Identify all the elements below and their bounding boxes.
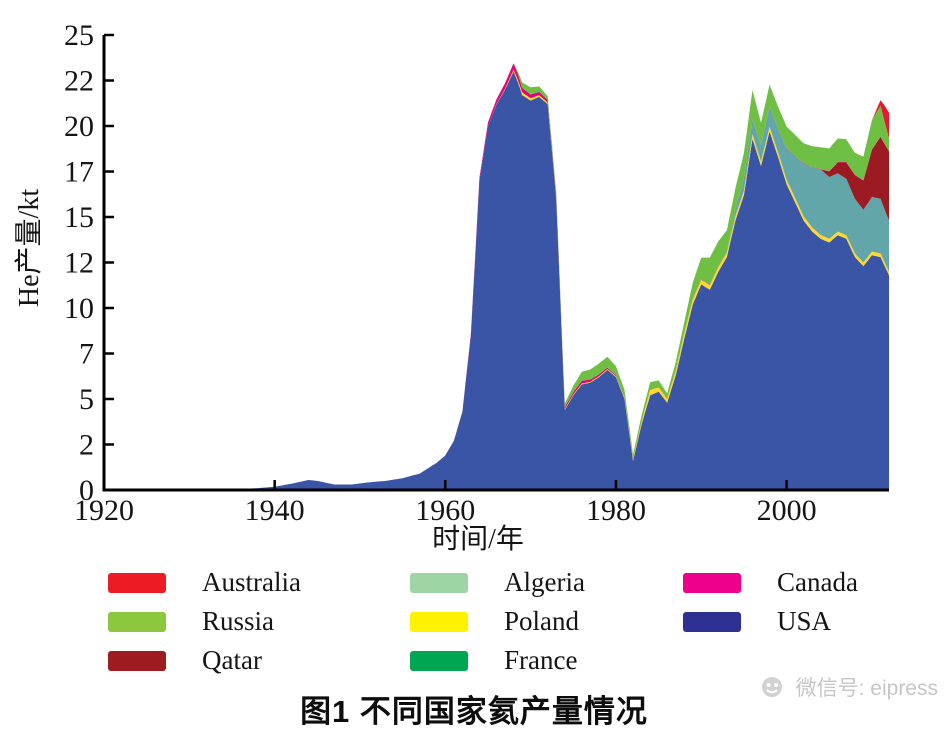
- legend-label-usa: USA: [777, 606, 832, 636]
- x-tick-label: 2000: [757, 494, 817, 527]
- legend-swatch-qatar: [108, 650, 166, 671]
- y-tick-label: 7: [79, 338, 94, 371]
- y-tick-label: 15: [64, 201, 94, 234]
- legend-item-algeria: Algeria: [410, 563, 683, 602]
- legend-item-france: France: [410, 641, 683, 680]
- x-tick-label: 1920: [74, 494, 134, 527]
- legend-swatch-russia: [108, 611, 166, 632]
- x-tick-label: 1960: [415, 494, 475, 527]
- legend-swatch-algeria: [410, 572, 468, 593]
- legend-label-russia: Russia: [202, 606, 275, 636]
- legend-label-canada: Canada: [777, 567, 858, 597]
- y-tick-label: 25: [64, 19, 94, 52]
- y-tick-label: 0: [79, 474, 94, 507]
- legend-swatch-france: [410, 650, 468, 671]
- y-axis-title: He产量/kt: [13, 189, 45, 307]
- legend-column-1: Australia Russia Qatar: [108, 563, 410, 680]
- x-tick-label: 1940: [245, 494, 305, 527]
- x-axis-ticks: 1920 1940 1960 1980 2000: [74, 480, 817, 527]
- chart-legend: Australia Russia Qatar Algeria Poland France C…: [108, 563, 943, 680]
- legend-swatch-poland: [410, 611, 468, 632]
- legend-column-3: Canada USA: [683, 563, 943, 680]
- legend-swatch-canada: [683, 572, 741, 593]
- stacked-areas: [104, 63, 889, 491]
- x-axis-title: 时间/年: [432, 523, 524, 555]
- y-tick-label: 10: [64, 292, 94, 325]
- x-tick-label: 1980: [586, 494, 646, 527]
- legend-label-qatar: Qatar: [202, 645, 262, 675]
- legend-item-russia: Russia: [108, 602, 410, 641]
- legend-label-poland: Poland: [504, 606, 580, 636]
- legend-item-qatar: Qatar: [108, 641, 410, 680]
- watermark: 微信号: eipress: [758, 672, 938, 702]
- legend-swatch-australia: [108, 572, 166, 593]
- figure-caption: 图1 不同国家氦产量情况: [300, 694, 648, 729]
- eipress-logo-icon: [761, 677, 782, 697]
- legend-item-australia: Australia: [108, 563, 410, 602]
- y-tick-label: 20: [64, 110, 94, 143]
- legend-label-algeria: Algeria: [504, 567, 585, 597]
- legend-label-france: France: [504, 645, 578, 675]
- y-tick-label: 2: [79, 429, 94, 462]
- y-tick-label: 17: [64, 156, 94, 189]
- legend-label-australia: Australia: [202, 567, 301, 597]
- legend-item-usa: USA: [683, 602, 943, 641]
- y-tick-label: 5: [79, 383, 94, 416]
- legend-column-2: Algeria Poland France: [410, 563, 683, 680]
- legend-swatch-usa: [683, 611, 741, 632]
- y-tick-label: 22: [64, 65, 94, 98]
- y-tick-label: 12: [64, 247, 94, 280]
- area-usa: [104, 71, 889, 491]
- legend-item-canada: Canada: [683, 563, 943, 602]
- watermark-text: 微信号: eipress: [795, 677, 938, 700]
- legend-item-poland: Poland: [410, 602, 683, 641]
